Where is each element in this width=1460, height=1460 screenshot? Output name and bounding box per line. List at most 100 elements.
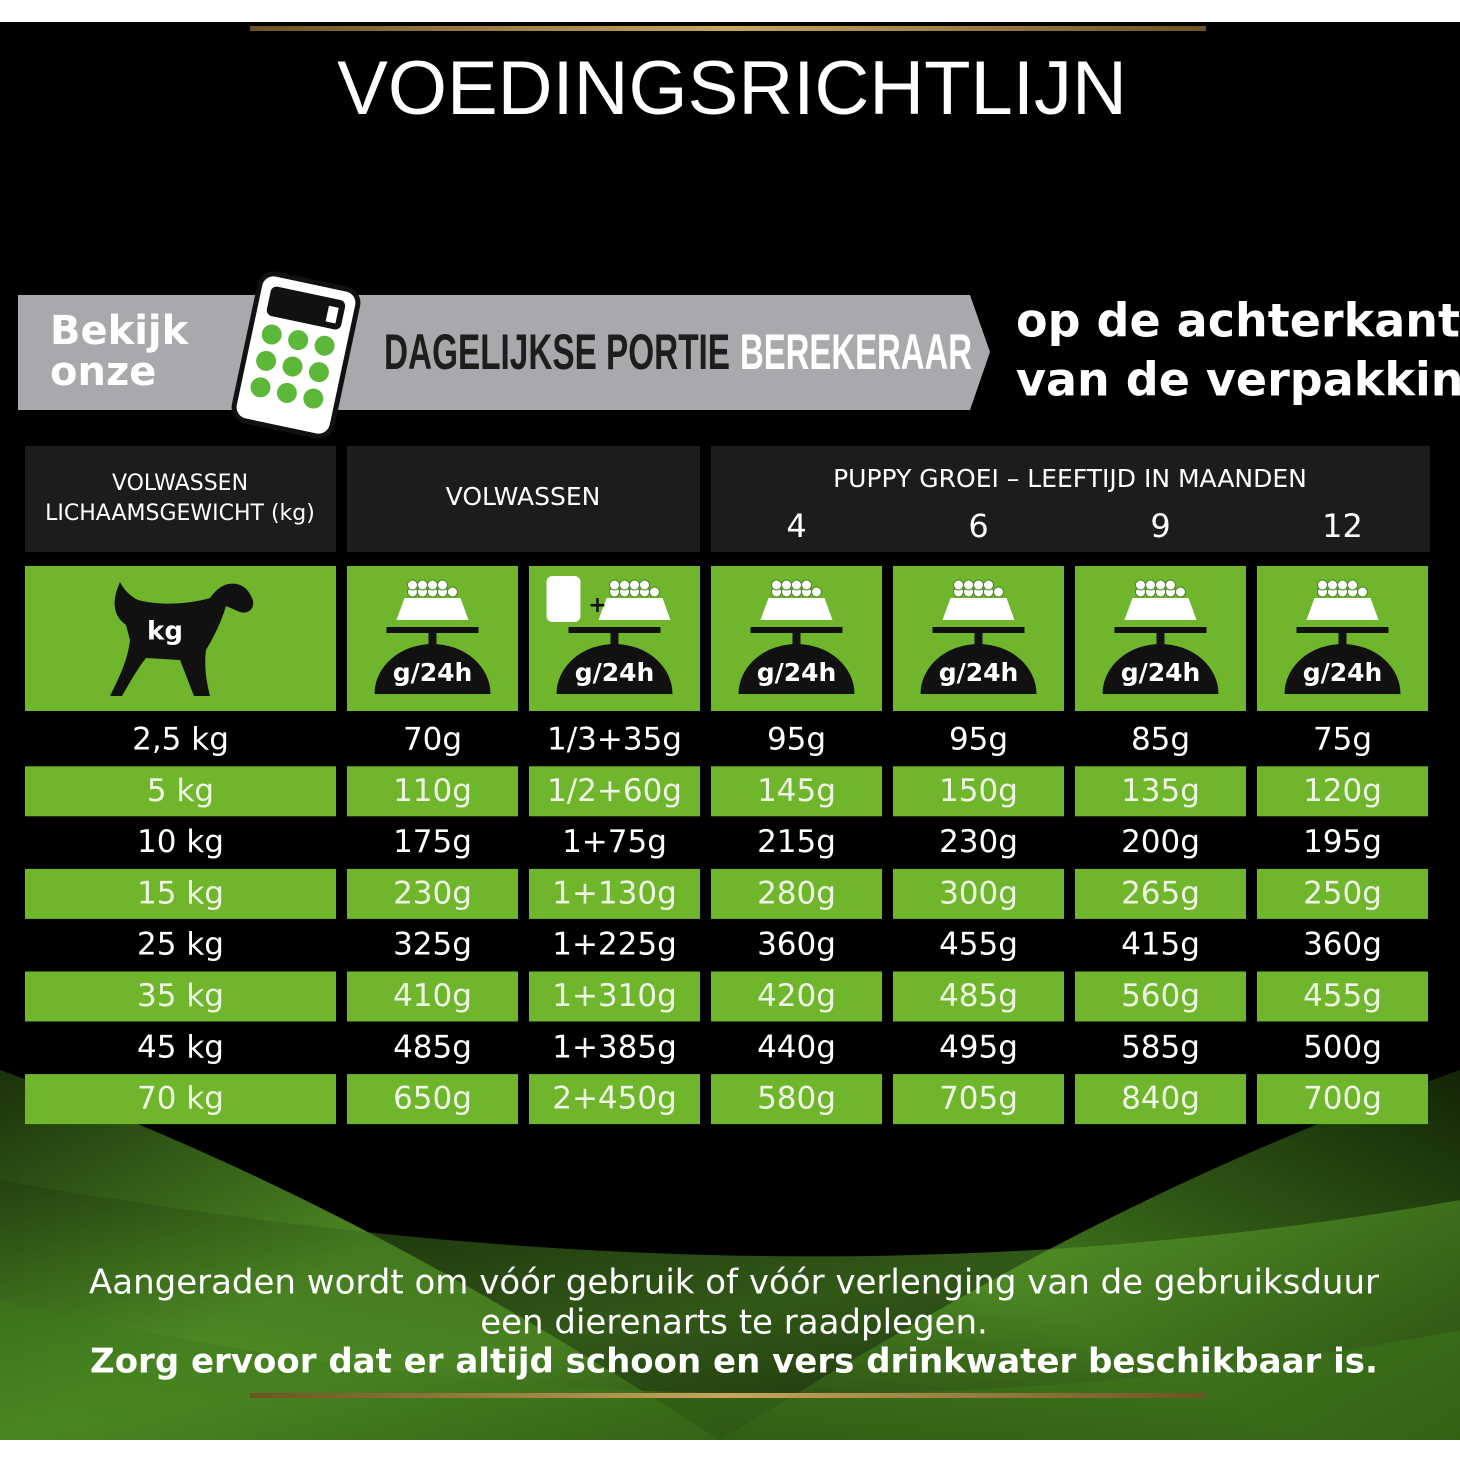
cell-text: 25 kg xyxy=(137,927,224,963)
gold-line xyxy=(250,1393,1206,1398)
row-cell xyxy=(1257,1074,1428,1125)
dog-icon xyxy=(110,582,254,696)
scale-post xyxy=(610,633,619,645)
scale-base xyxy=(920,644,1037,694)
row-cell xyxy=(347,1074,518,1125)
cell-text: 2,5 kg xyxy=(132,722,229,758)
row-cell xyxy=(529,971,700,1022)
bowl-icon xyxy=(1124,598,1197,620)
row-cell xyxy=(347,766,518,817)
banner-lead: onze xyxy=(50,349,156,395)
can-icon xyxy=(546,576,581,622)
banner-lead: Bekijk xyxy=(50,308,190,354)
cell-text: 420g xyxy=(757,978,836,1014)
row-cell xyxy=(1257,766,1428,817)
cell-text: 415g xyxy=(1121,927,1200,963)
cell-text: 10 kg xyxy=(137,824,224,860)
scale-post xyxy=(428,633,437,645)
cell-text: 580g xyxy=(757,1081,836,1117)
banner-side: van de verpakking xyxy=(1016,353,1460,407)
banner-side: op de achterkant xyxy=(1016,294,1460,348)
kibble xyxy=(781,579,792,591)
header-text: VOLWASSEN xyxy=(446,482,601,511)
kibble xyxy=(801,579,812,591)
scale-bar xyxy=(1114,627,1207,633)
cell-text: 1+385g xyxy=(552,1029,677,1065)
cell-text: 560g xyxy=(1121,978,1200,1014)
cell-text: 280g xyxy=(757,875,836,911)
header-cell xyxy=(711,446,1430,552)
cell-text: 1+310g xyxy=(552,978,677,1014)
cell-text: 1+130g xyxy=(552,875,677,911)
row-cell xyxy=(25,971,336,1022)
cell-text: 250g xyxy=(1303,875,1382,911)
footer-text: Zorg ervoor dat er altijd schoon en vers… xyxy=(90,1342,1378,1382)
cell-text: 360g xyxy=(1303,927,1382,963)
gold-line xyxy=(250,26,1206,31)
icon-text: g/24h xyxy=(1121,658,1201,687)
row-cell xyxy=(1075,1074,1246,1125)
header-cell xyxy=(347,446,700,552)
cell-text: 45 kg xyxy=(137,1029,224,1065)
cell-text: 300g xyxy=(939,875,1018,911)
scale-bar xyxy=(568,627,661,633)
icon-text: g/24h xyxy=(575,658,655,687)
cell-text: 95g xyxy=(949,722,1008,758)
kibble xyxy=(953,579,964,591)
row-cell xyxy=(711,1074,882,1125)
kibble xyxy=(609,579,620,591)
cell-text: 2+450g xyxy=(552,1081,677,1117)
row-cell xyxy=(529,766,700,817)
kibble xyxy=(1317,579,1328,591)
kibble xyxy=(1347,579,1358,591)
cell-text: 5 kg xyxy=(147,773,214,809)
cell-text: 455g xyxy=(1303,978,1382,1014)
banner-light: BEREKERAAR xyxy=(740,324,972,380)
kibble xyxy=(649,586,660,598)
title: VOEDINGSRICHTLIJN xyxy=(337,46,1127,131)
footer-text: een dierenarts te raadplegen. xyxy=(480,1303,988,1343)
cell-text: 215g xyxy=(757,824,836,860)
cell-text: 145g xyxy=(757,773,836,809)
cell-text: 485g xyxy=(939,978,1018,1014)
icon-text: kg xyxy=(147,617,183,647)
row-cell xyxy=(347,971,518,1022)
row-cell xyxy=(1075,971,1246,1022)
cell-text: 120g xyxy=(1303,773,1382,809)
scale-post xyxy=(974,633,983,645)
row-cell xyxy=(25,766,336,817)
cell-text: 85g xyxy=(1131,722,1190,758)
cell-text: 485g xyxy=(393,1029,472,1065)
scale-bar xyxy=(386,627,479,633)
background-swoosh xyxy=(0,1070,1460,1440)
bowl-icon xyxy=(598,598,671,620)
kibble xyxy=(1175,586,1186,598)
cell-text: 500g xyxy=(1303,1029,1382,1065)
scale-base xyxy=(374,644,491,694)
kibble xyxy=(407,579,418,591)
kibble xyxy=(447,586,458,598)
row-cell xyxy=(1075,868,1246,919)
scale-post xyxy=(792,633,801,645)
kibble xyxy=(1337,579,1348,591)
cell-text: 1/2+60g xyxy=(547,773,682,809)
cell-text: 705g xyxy=(939,1081,1018,1117)
cell-text: 265g xyxy=(1121,875,1200,911)
row-cell xyxy=(893,1074,1064,1125)
age-label: 9 xyxy=(1150,507,1170,545)
scale-base xyxy=(1102,644,1219,694)
age-label: 6 xyxy=(968,507,988,545)
row-cell xyxy=(893,971,1064,1022)
scale-base xyxy=(556,644,673,694)
kibble xyxy=(983,579,994,591)
age-label: 4 xyxy=(786,507,806,545)
cell-text: 230g xyxy=(393,875,472,911)
cell-text: 585g xyxy=(1121,1029,1200,1065)
header-cell xyxy=(25,446,336,552)
kibble xyxy=(963,579,974,591)
kibble xyxy=(1357,586,1368,598)
cell-text: 15 kg xyxy=(137,875,224,911)
banner-dark: DAGELIJKSE PORTIE xyxy=(384,324,730,380)
icon-text: g/24h xyxy=(757,658,837,687)
